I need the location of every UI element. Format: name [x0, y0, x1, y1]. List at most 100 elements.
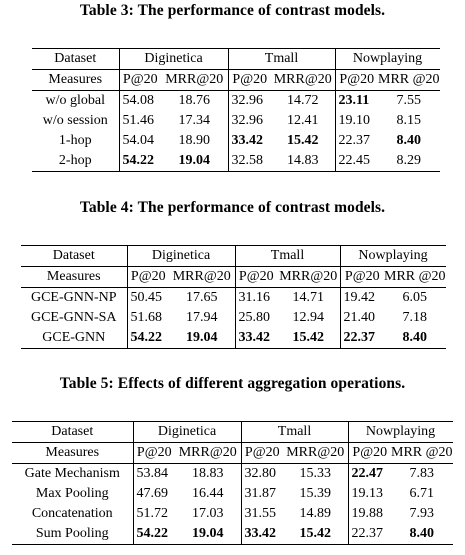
row-label: GCE-GNN-SA — [21, 308, 128, 328]
table-4-caption: Table 4: The performance of contrast mod… — [79, 199, 386, 216]
table-row: Max Pooling 47.69 16.44 31.87 15.39 19.1… — [12, 484, 453, 504]
measure-header: P@20 — [127, 266, 169, 288]
table-row: 1-hop 54.04 18.90 33.42 15.42 22.37 8.40 — [32, 131, 440, 151]
cell: 16.44 — [175, 484, 242, 504]
cell: 31.55 — [244, 506, 277, 521]
cell: 15.42 — [277, 328, 341, 349]
cell: 12.41 — [271, 111, 336, 131]
cell: 7.93 — [409, 506, 435, 521]
group-tmall: Tmall — [228, 48, 336, 70]
cell: 17.65 — [169, 287, 236, 308]
cell: 32.58 — [228, 151, 271, 172]
group-diginetica: Diginetica — [127, 245, 236, 267]
cell: 50.45 — [127, 287, 169, 308]
cell: 8.29 — [378, 151, 440, 172]
table-4: Dataset Diginetica Tmall Nowplaying Meas… — [21, 245, 446, 349]
cell: 22.37 — [338, 133, 371, 148]
table-5: Dataset Diginetica Tmall Nowplaying Meas… — [12, 421, 453, 545]
cell: 17.94 — [169, 308, 236, 328]
measure-header: MRR@20 — [175, 442, 242, 464]
measure-header: MRR @20 — [378, 69, 440, 91]
table-row: GCE-GNN-NP 50.45 17.65 31.16 14.71 19.42… — [21, 287, 446, 308]
cell: 12.94 — [277, 308, 341, 328]
row-label: Gate Mechanism — [12, 463, 134, 484]
cell: 15.39 — [283, 484, 349, 504]
cell: 19.04 — [175, 524, 242, 545]
cell: 18.83 — [175, 463, 242, 484]
cell: 17.03 — [175, 504, 242, 524]
table-row: 2-hop 54.22 19.04 32.58 14.83 22.45 8.29 — [32, 151, 440, 172]
cell: 19.42 — [340, 287, 384, 308]
cell: 8.40 — [396, 133, 422, 148]
cell: 32.96 — [231, 113, 264, 128]
cell: 32.80 — [241, 463, 283, 484]
cell: 54.08 — [119, 90, 161, 111]
measure-header: MRR@20 — [277, 266, 341, 288]
measure-header: MRR@20 — [169, 266, 236, 288]
cell: 51.72 — [136, 506, 169, 521]
cell: 25.80 — [238, 310, 271, 325]
row-label: GCE-GNN — [21, 328, 128, 349]
table-row: w/o session 51.46 17.34 32.96 12.41 19.1… — [32, 111, 440, 131]
cell: 7.18 — [402, 310, 428, 325]
cell: 19.04 — [161, 151, 229, 172]
group-diginetica: Diginetica — [133, 421, 242, 443]
cell: 23.11 — [335, 90, 378, 111]
row-label: 1-hop — [32, 131, 120, 151]
cell: 22.37 — [348, 524, 391, 545]
table-row: w/o global 54.08 18.76 32.96 14.72 23.11… — [32, 90, 440, 111]
group-tmall: Tmall — [241, 421, 349, 443]
cell: 6.05 — [384, 287, 446, 308]
cell: 22.47 — [348, 463, 391, 484]
cell: 51.46 — [122, 113, 155, 128]
cell: 18.90 — [161, 131, 229, 151]
cell: 7.83 — [391, 463, 453, 484]
cell: 32.96 — [228, 90, 271, 111]
measures-label: Measures — [12, 442, 134, 464]
dataset-label: Dataset — [32, 48, 120, 70]
measures-label: Measures — [32, 69, 120, 91]
cell: 8.15 — [396, 113, 422, 128]
cell: 54.22 — [127, 328, 169, 349]
cell: 54.22 — [119, 151, 161, 172]
table-row: Gate Mechanism 53.84 18.83 32.80 15.33 2… — [12, 463, 453, 484]
measure-header: MRR @20 — [391, 442, 453, 464]
cell: 54.04 — [122, 133, 155, 148]
measure-header: P@20 — [133, 442, 175, 464]
table-row: GCE-GNN-SA 51.68 17.94 25.80 12.94 21.40… — [21, 308, 446, 328]
row-label: w/o session — [32, 111, 120, 131]
measure-header: P@20 — [241, 442, 283, 464]
measure-header: P@20 — [340, 266, 384, 288]
cell: 22.37 — [340, 328, 384, 349]
cell: 31.16 — [235, 287, 277, 308]
cell: 6.71 — [409, 486, 435, 501]
cell: 53.84 — [133, 463, 175, 484]
cell: 47.69 — [136, 486, 169, 501]
measure-header: MRR @20 — [384, 266, 446, 288]
measure-header: P@20 — [235, 266, 277, 288]
cell: 51.68 — [130, 310, 163, 325]
group-tmall: Tmall — [235, 245, 341, 267]
dataset-label: Dataset — [21, 245, 128, 267]
measure-header: MRR@20 — [161, 69, 229, 91]
cell: 19.04 — [169, 328, 236, 349]
cell: 22.45 — [335, 151, 378, 172]
cell: 19.88 — [351, 506, 384, 521]
cell: 18.76 — [161, 90, 229, 111]
table-5-caption: Table 5: Effects of different aggregatio… — [59, 375, 406, 392]
cell: 17.34 — [161, 111, 229, 131]
row-label: w/o global — [32, 90, 120, 111]
cell: 8.40 — [384, 328, 446, 349]
cell: 15.42 — [283, 524, 349, 545]
cell: 15.42 — [271, 131, 336, 151]
measure-header: P@20 — [119, 69, 161, 91]
measure-header: MRR@20 — [271, 69, 336, 91]
measures-label: Measures — [21, 266, 128, 288]
measure-header: P@20 — [348, 442, 391, 464]
cell: 8.40 — [391, 524, 453, 545]
cell: 14.71 — [277, 287, 341, 308]
row-label: GCE-GNN-NP — [21, 287, 128, 308]
cell: 14.83 — [271, 151, 336, 172]
table-row: Sum Pooling 54.22 19.04 33.42 15.42 22.3… — [12, 524, 453, 545]
